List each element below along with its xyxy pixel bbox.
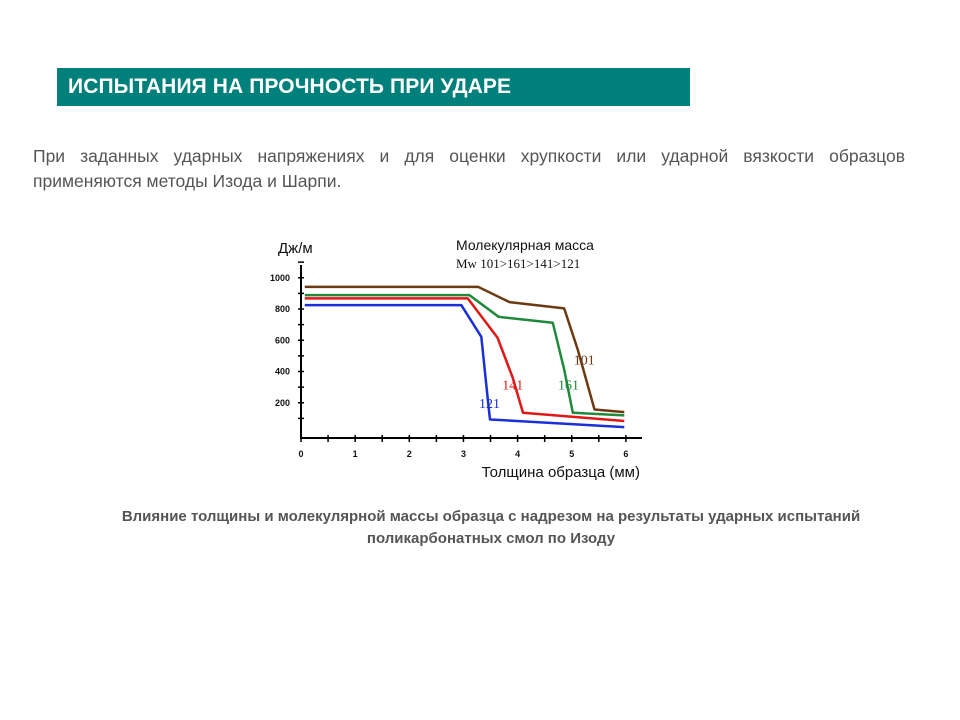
y-tick-label: 600 [275,335,290,345]
series-line-161 [304,293,625,417]
figure-caption: Влияние толщины и молекулярной массы обр… [121,508,861,547]
slide-title: ИСПЫТАНИЯ НА ПРОЧНОСТЬ ПРИ УДАРЕ [68,75,512,98]
impact-chart: Дж/м Молекулярная масса Mw 101>161>141>1… [270,237,642,481]
x-tick-label: 4 [515,449,520,459]
slide-title-bar: ИСПЫТАНИЯ НА ПРОЧНОСТЬ ПРИ УДАРЕ [57,68,690,106]
y-tick-label: 1000 [270,273,290,283]
intro-paragraph: При заданных ударных напряжениях и для о… [33,146,905,191]
x-tick-label: 5 [569,449,574,459]
x-tick-label: 0 [298,449,303,459]
x-tick-label: 3 [461,449,466,459]
series-line-141 [304,297,625,423]
series-line-121 [304,303,625,429]
x-tick-label: 2 [407,449,412,459]
y-tick-label: 200 [275,398,290,408]
series-label-141: 141 [502,378,523,393]
series-label-101: 101 [574,353,595,368]
y-tick-label: 800 [275,304,290,314]
y-tick-label: 400 [275,367,290,377]
x-tick-label: 6 [623,449,628,459]
legend-title: Молекулярная масса [456,237,594,253]
x-tick-label: 1 [353,449,358,459]
legend-subtitle: Mw 101>161>141>121 [456,256,580,271]
series-label-161: 161 [558,378,579,393]
series-label-121: 121 [479,397,500,412]
series-line-101 [304,285,625,414]
y-axis-label: Дж/м [278,240,313,257]
x-axis-label: Толщина образца (мм) [482,464,640,481]
